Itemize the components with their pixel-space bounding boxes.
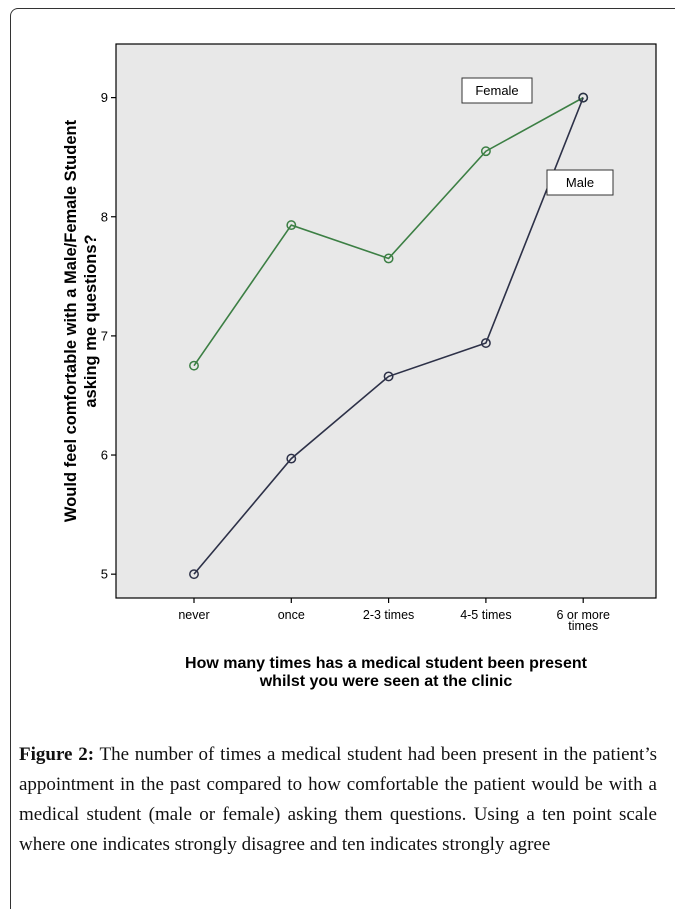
- y-axis-title: asking me questions?: [82, 234, 100, 407]
- legend-label-male: Male: [566, 175, 594, 190]
- x-tick-label: times: [568, 619, 598, 633]
- data-point-male: [189, 569, 199, 580]
- line-chart: 5 6 7 8 9 never once 2-3 times 4-5 times 6 or mor…: [62, 43, 657, 690]
- y-tick-label: 6: [101, 448, 108, 463]
- data-point-male: [286, 453, 297, 464]
- x-tick-label: 2-3 times: [363, 608, 414, 622]
- y-tick-label: 7: [101, 328, 108, 343]
- legend-box-female: [461, 77, 533, 104]
- x-axis-title: How many times has a medical student bee…: [185, 655, 588, 672]
- figure-frame: [10, 8, 675, 909]
- figure-caption: Figure 2: The number of times a medical …: [19, 740, 657, 860]
- y-tick-label: 9: [101, 90, 108, 105]
- y-tick-label: 5: [101, 567, 108, 582]
- x-tick-label: once: [278, 608, 305, 622]
- caption-lead: Figure 2:: [19, 744, 95, 765]
- x-axis-title: whilst you were seen at the clinic: [259, 673, 513, 690]
- series-line-male: [193, 97, 584, 575]
- data-point-male: [480, 338, 491, 348]
- x-tick-label: never: [178, 608, 209, 622]
- data-point-female: [480, 146, 491, 157]
- y-axis-title: Would feel comfortable with a Male/Femal…: [62, 119, 80, 522]
- data-point-female: [383, 253, 394, 264]
- caption-text: The number of times a medical student ha…: [19, 744, 657, 855]
- y-tick-label: 8: [101, 209, 108, 224]
- data-point-male: [383, 371, 394, 382]
- series-line-female: [193, 96, 584, 367]
- data-point-male: [578, 92, 589, 103]
- legend-label-female: Female: [475, 83, 518, 98]
- legend-box-male: [546, 169, 614, 196]
- plot-area: [115, 43, 657, 599]
- x-tick-label: 6 or more: [556, 608, 610, 622]
- data-point-female: [189, 360, 199, 371]
- data-point-female: [286, 220, 297, 231]
- x-tick-label: 4-5 times: [460, 608, 511, 622]
